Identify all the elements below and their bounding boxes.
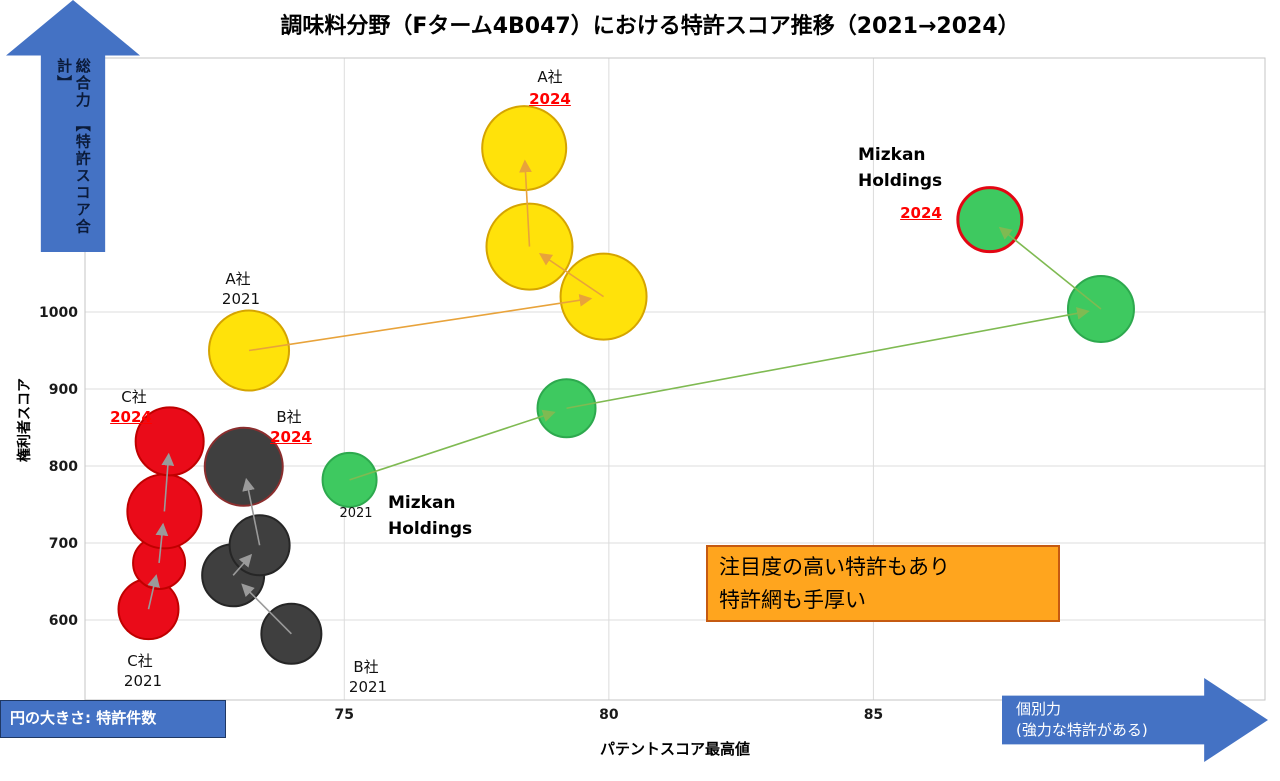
y-axis-title: 権利者スコア [17,378,33,462]
x-tick-label: 85 [864,707,883,723]
trajectory-line-Mizkan Holdings [349,409,556,481]
bubble-Mizkan Holdings-2024 [956,186,1024,254]
trajectory-line-B社 [241,583,292,635]
x-tick-label: 80 [599,707,619,723]
x-tick-label: 75 [335,707,354,723]
trajectory-line-Mizkan Holdings [998,226,1102,310]
trajectory-line-Mizkan Holdings [566,307,1090,410]
individual-power-line1: 個別力 [1016,700,1062,718]
total-power-line2: 【特許スコア合計】 [55,58,92,236]
y-tick-label: 900 [49,382,78,398]
individual-power-arrow-label: 個別力 (強力な特許がある) [1016,699,1148,741]
total-power-line1: 総合力 [73,58,92,109]
trajectory-line-C社 [161,452,175,512]
bubble-C社-2024 [134,406,205,477]
plot-border [84,57,1266,701]
individual-power-line2: (強力な特許がある) [1016,721,1148,739]
callout-line2: 特許網も手厚い [719,588,866,612]
total-power-arrow-label: 総合力 【特許スコア合計】 [54,58,92,250]
highlight-callout-box: 注目度の高い特許もあり 特許網も手厚い [706,545,1060,622]
chart-title: 調味料分野（Fターム4B047）における特許スコア推移（2021→2024） [280,14,1020,39]
trajectory-line-A社 [519,159,532,247]
y-tick-label: 800 [49,459,78,475]
trajectory-line-A社 [538,252,605,298]
bubble-size-legend: 円の大きさ: 特許件数 [0,700,226,738]
trajectory-line-C社 [147,574,160,610]
y-tick-label: 1000 [39,305,78,321]
trajectory-line-B社 [232,553,253,576]
bubble-A社-2024 [481,105,568,192]
trajectory-line-B社 [242,477,261,546]
trajectory-line-A社 [248,293,593,352]
bubble-B社-2024 [203,426,284,507]
trajectory-line-C社 [155,522,169,564]
callout-line1: 注目度の高い特許もあり [719,555,950,579]
y-tick-label: 600 [49,613,78,629]
y-tick-label: 700 [49,536,78,552]
x-axis-title: パテントスコア最高値 [599,740,750,758]
